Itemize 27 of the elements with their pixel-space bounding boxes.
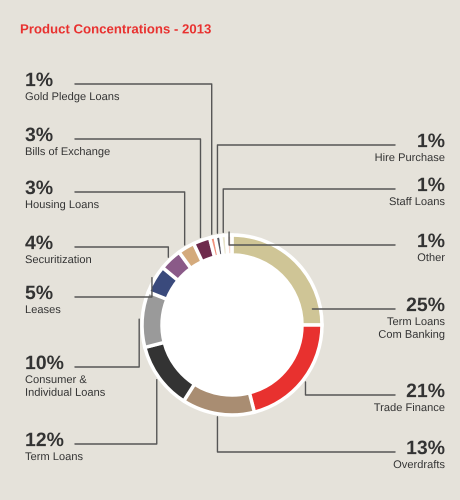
data-label: 1% — [418, 178, 444, 192]
slice-label: Bills of Exchange — [26, 147, 110, 158]
data-label: 1% — [26, 72, 53, 86]
data-label: 1% — [418, 134, 444, 148]
slice-label: Term Loans — [25, 452, 83, 460]
slice-label: Consumer & Individual Loans — [26, 375, 105, 396]
data-label: 25% — [406, 298, 444, 312]
data-label: 5% — [26, 286, 53, 300]
data-label: 1% — [418, 234, 444, 248]
slice-label: Securitization — [26, 255, 91, 264]
slice-label: Term Loans Com Banking — [378, 317, 445, 340]
data-label: 21% — [406, 384, 444, 398]
slice-label: Leases — [26, 305, 60, 314]
data-label: 13% — [407, 440, 444, 454]
data-label: 4% — [25, 236, 53, 250]
data-label: 3% — [25, 180, 53, 194]
slice-label: Hire Purchase — [376, 153, 445, 162]
slice-label: Gold Pledge Loans — [26, 92, 120, 102]
slice-label: Overdrafts — [394, 460, 445, 468]
slice-label: Staff Loans — [389, 197, 445, 206]
chart-title: Product Concentrations - 2013 — [20, 24, 211, 34]
slice-label: Trade Finance — [374, 403, 445, 412]
slice-label: Other — [418, 253, 445, 262]
slice-label: Housing Loans — [26, 200, 99, 210]
data-label: 10% — [26, 356, 64, 370]
data-label: 12% — [26, 432, 64, 446]
data-label: 3% — [25, 128, 53, 142]
